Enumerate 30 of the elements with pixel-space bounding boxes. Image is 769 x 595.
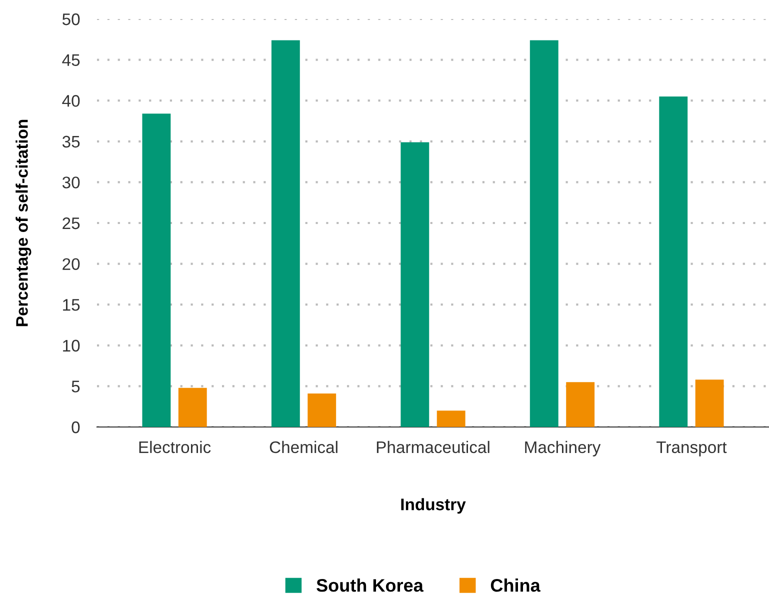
y-tick-label: 20 bbox=[62, 258, 80, 270]
y-tick-label: 25 bbox=[62, 217, 80, 230]
bar bbox=[530, 40, 558, 427]
y-tick-label: 40 bbox=[62, 95, 80, 107]
x-tick-label: Electronic bbox=[139, 440, 211, 454]
bar bbox=[436, 410, 466, 427]
bar bbox=[400, 142, 430, 427]
x-tick-label: Transport bbox=[656, 442, 727, 456]
bar bbox=[271, 40, 300, 427]
bar bbox=[308, 394, 336, 427]
y-tick-label: 30 bbox=[62, 176, 80, 188]
y-axis-title: Percentage of self-citation bbox=[16, 120, 32, 326]
x-tick-label: Chemical bbox=[270, 440, 338, 454]
bar bbox=[659, 96, 688, 427]
x-axis-title: Industry bbox=[401, 498, 466, 514]
x-tick-label: Machinery bbox=[525, 440, 601, 456]
bar bbox=[142, 114, 171, 427]
y-tick-label: 5 bbox=[72, 380, 80, 392]
bar bbox=[178, 388, 207, 427]
y-tick-label: 10 bbox=[63, 340, 80, 352]
legend-label: South Korea bbox=[316, 578, 424, 592]
bar bbox=[695, 380, 724, 427]
y-tick-label: 15 bbox=[63, 299, 80, 311]
y-tick-label: 35 bbox=[62, 136, 80, 148]
bar bbox=[566, 382, 595, 427]
y-tick-label: 45 bbox=[62, 54, 80, 66]
x-tick-label: Pharmaceutical bbox=[376, 440, 490, 454]
legend-label: China bbox=[490, 578, 540, 592]
y-tick-label: 0 bbox=[72, 421, 80, 434]
y-tick-label: 50 bbox=[62, 13, 80, 26]
